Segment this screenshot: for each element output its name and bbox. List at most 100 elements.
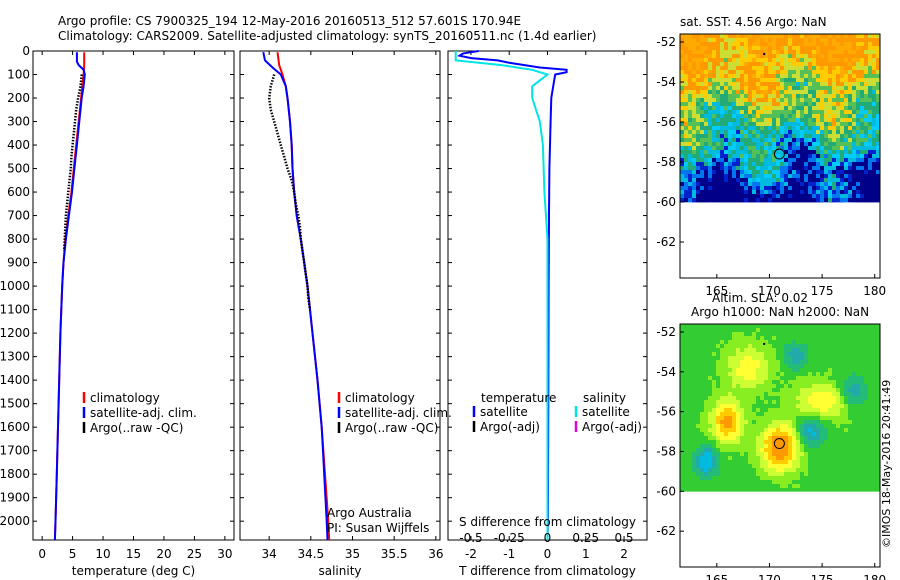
- map-cell: [688, 106, 693, 111]
- map-cell: [876, 186, 881, 191]
- map-cell: [836, 34, 841, 39]
- map-cell: [840, 452, 845, 457]
- map-cell: [736, 150, 741, 155]
- map-cell: [680, 102, 685, 107]
- map-cell: [740, 134, 745, 139]
- map-cell: [724, 42, 729, 47]
- map-cell: [808, 424, 813, 429]
- map-cell: [760, 388, 765, 393]
- map-cell: [720, 50, 725, 55]
- map-cell: [816, 480, 821, 485]
- map-cell: [828, 94, 833, 99]
- map-cell: [864, 142, 869, 147]
- map-cell: [836, 126, 841, 131]
- map-cell: [856, 380, 861, 385]
- map-cell: [832, 424, 837, 429]
- map-cell: [784, 150, 789, 155]
- map-cell: [820, 420, 825, 425]
- map-cell: [804, 408, 809, 413]
- map-cell: [804, 360, 809, 365]
- map-cell: [860, 432, 865, 437]
- map-cell: [868, 444, 873, 449]
- map-cell: [832, 488, 837, 492]
- map-cell: [744, 388, 749, 393]
- map-cell: [804, 476, 809, 481]
- map-cell: [804, 146, 809, 151]
- map-cell: [812, 150, 817, 155]
- map-cell: [752, 444, 757, 449]
- map-cell: [852, 90, 857, 95]
- map-cell: [692, 54, 697, 59]
- map-cell: [812, 50, 817, 55]
- map-cell: [872, 46, 877, 51]
- map-cell: [868, 146, 873, 151]
- map-cell: [804, 38, 809, 43]
- map-cell: [792, 384, 797, 389]
- map-cell: [732, 332, 737, 337]
- map-cell: [772, 62, 777, 67]
- map-cell: [736, 194, 741, 199]
- map-cell: [796, 110, 801, 115]
- map-cell: [864, 456, 869, 461]
- map-cell: [732, 468, 737, 473]
- map-cell: [780, 86, 785, 91]
- map-cell: [756, 396, 761, 401]
- map-cell: [744, 42, 749, 47]
- map-cell: [852, 464, 857, 469]
- map-cell: [756, 344, 761, 349]
- map-cell: [700, 90, 705, 95]
- map-cell: [792, 428, 797, 433]
- map-cell: [688, 70, 693, 75]
- map-cell: [856, 472, 861, 477]
- map-cell: [720, 66, 725, 71]
- map-cell: [740, 476, 745, 481]
- x-tick-label: 35.5: [381, 547, 408, 561]
- map-cell: [776, 428, 781, 433]
- map-cell: [744, 34, 749, 39]
- map-cell: [692, 404, 697, 409]
- map-cell: [708, 328, 713, 333]
- map-cell: [704, 484, 709, 489]
- map-cell: [684, 468, 689, 473]
- map-cell: [820, 348, 825, 353]
- map-cell: [716, 448, 721, 453]
- map-cell: [804, 336, 809, 341]
- map-cell: [680, 344, 685, 349]
- map-cell: [680, 34, 685, 39]
- map-cell: [808, 86, 813, 91]
- map-cell: [796, 94, 801, 99]
- map-cell: [680, 46, 685, 51]
- map-cell: [804, 62, 809, 67]
- map-cell: [700, 356, 705, 361]
- map-cell: [740, 106, 745, 111]
- map-cell: [700, 122, 705, 127]
- map-cell: [752, 460, 757, 465]
- map-cell: [840, 110, 845, 115]
- map-cell: [816, 472, 821, 477]
- map-cell: [800, 400, 805, 405]
- map-cell: [784, 198, 789, 203]
- map-cell: [796, 464, 801, 469]
- map-cell: [800, 66, 805, 71]
- map-cell: [804, 182, 809, 187]
- map-cell: [860, 376, 865, 381]
- map-cell: [792, 412, 797, 417]
- map-cell: [800, 468, 805, 473]
- map-cell: [788, 182, 793, 187]
- map-cell: [760, 472, 765, 477]
- map-cell: [868, 46, 873, 51]
- map-cell: [804, 118, 809, 123]
- map-cell: [836, 194, 841, 199]
- map-cell: [876, 436, 881, 441]
- map-cell: [744, 352, 749, 357]
- map-cell: [836, 368, 841, 373]
- map-cell: [752, 66, 757, 71]
- map-cell: [796, 336, 801, 341]
- map-cell: [792, 166, 797, 171]
- map-cell: [832, 118, 837, 123]
- map-cell: [724, 328, 729, 333]
- map-cell: [696, 460, 701, 465]
- map-cell: [696, 174, 701, 179]
- map-cell: [744, 340, 749, 345]
- map-cell: [688, 328, 693, 333]
